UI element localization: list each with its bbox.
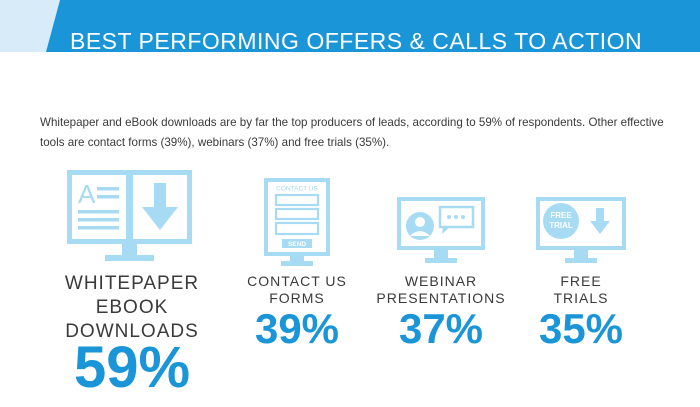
- document-download-monitor-icon: A: [67, 170, 192, 261]
- contact-form-monitor-icon: CONTACT US SEND: [264, 178, 330, 266]
- offer-label-contact: CONTACT US FORMS: [247, 273, 347, 306]
- offer-percent-free-trials: 35%: [538, 305, 624, 352]
- offer-label-webinar: WEBINAR PRESENTATIONS: [376, 273, 506, 306]
- free-trial-monitor-icon: FREE TRIAL: [536, 197, 626, 263]
- svg-text:TRIAL: TRIAL: [549, 221, 573, 230]
- intro-paragraph: Whitepaper and eBook downloads are by fa…: [40, 115, 664, 149]
- offer-percent-contact: 39%: [254, 305, 340, 352]
- form-title: CONTACT US: [276, 186, 318, 193]
- form-send-button: [282, 239, 312, 248]
- offer-label-free-trials: FREE TRIALS: [553, 273, 609, 306]
- webinar-monitor-icon: [397, 197, 485, 263]
- form-send-label: SEND: [288, 241, 306, 248]
- page-title: BEST PERFORMING OFFERS & CALLS TO ACTION: [70, 28, 643, 52]
- free-trial-badge: [543, 203, 579, 239]
- offer-percent-webinar: 37%: [398, 305, 484, 352]
- svg-text:A: A: [78, 179, 96, 209]
- offer-percent-whitepaper: 59%: [73, 335, 191, 400]
- svg-text:FREE: FREE: [550, 211, 572, 220]
- header-banner: BEST PERFORMING OFFERS & CALLS TO ACTION: [0, 0, 700, 52]
- offer-label-whitepaper: WHITEPAPER EBOOK DOWNLOADS: [64, 273, 200, 342]
- banner-blue-band: [46, 0, 700, 52]
